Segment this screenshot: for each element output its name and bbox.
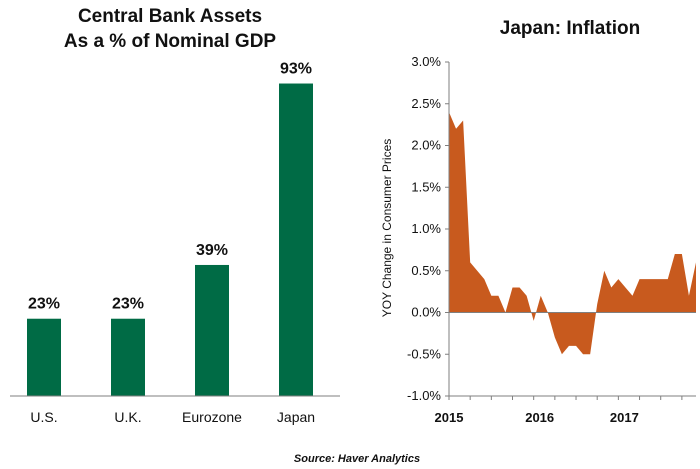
- bar-value-label: 39%: [196, 242, 228, 259]
- y-tick-label: 1.5%: [411, 179, 441, 194]
- bar-category-label: U.S.: [30, 409, 57, 425]
- area-chart: Japan: Inflation YOY Change in Consumer …: [380, 18, 696, 425]
- x-tick-label: 2015: [435, 410, 464, 425]
- y-tick-label: -0.5%: [407, 346, 441, 361]
- area-chart-axes: -1.0% -0.5% 0.0% 0.5% 1.0% 1.5% 2.0% 2.5% 3.0% 20…: [407, 54, 696, 425]
- y-tick-label: 2.0%: [411, 138, 441, 153]
- area-chart-y-axis-label: YOY Change in Consumer Prices: [380, 139, 394, 318]
- bar-value-label: 23%: [112, 296, 144, 313]
- area-chart-title: Japan: Inflation: [500, 18, 640, 39]
- bar-category-label: Japan: [277, 409, 315, 425]
- bar-chart-title: Central Bank Assets: [78, 6, 262, 27]
- bar-uk: [111, 318, 145, 396]
- bar-category-label: Eurozone: [182, 409, 242, 425]
- bar-chart: Central Bank Assets As a % of Nominal GD…: [10, 6, 340, 425]
- y-tick-label: 0.0%: [411, 305, 441, 320]
- x-tick-label: 2016: [525, 410, 554, 425]
- y-tick-label: 2.5%: [411, 96, 441, 111]
- bar-value-label: 93%: [280, 61, 312, 78]
- bar-eurozone: [195, 264, 229, 396]
- bar-series: 23% U.S. 23% U.K. 39% Eurozone 93% Japan: [27, 61, 315, 425]
- bar-chart-subtitle: As a % of Nominal GDP: [64, 31, 277, 52]
- area-series: [449, 112, 696, 355]
- y-tick-label: 1.0%: [411, 221, 441, 236]
- bar-us: [27, 318, 61, 396]
- y-tick-label: -1.0%: [407, 388, 441, 403]
- inflation-area: [449, 112, 696, 355]
- y-tick-label: 0.5%: [411, 263, 441, 278]
- y-tick-label: 3.0%: [411, 54, 441, 69]
- x-tick-label: 2017: [610, 410, 639, 425]
- source-note: Source: Haver Analytics: [294, 453, 420, 465]
- bar-category-label: U.K.: [114, 409, 141, 425]
- bar-japan: [279, 83, 313, 397]
- bar-value-label: 23%: [28, 296, 60, 313]
